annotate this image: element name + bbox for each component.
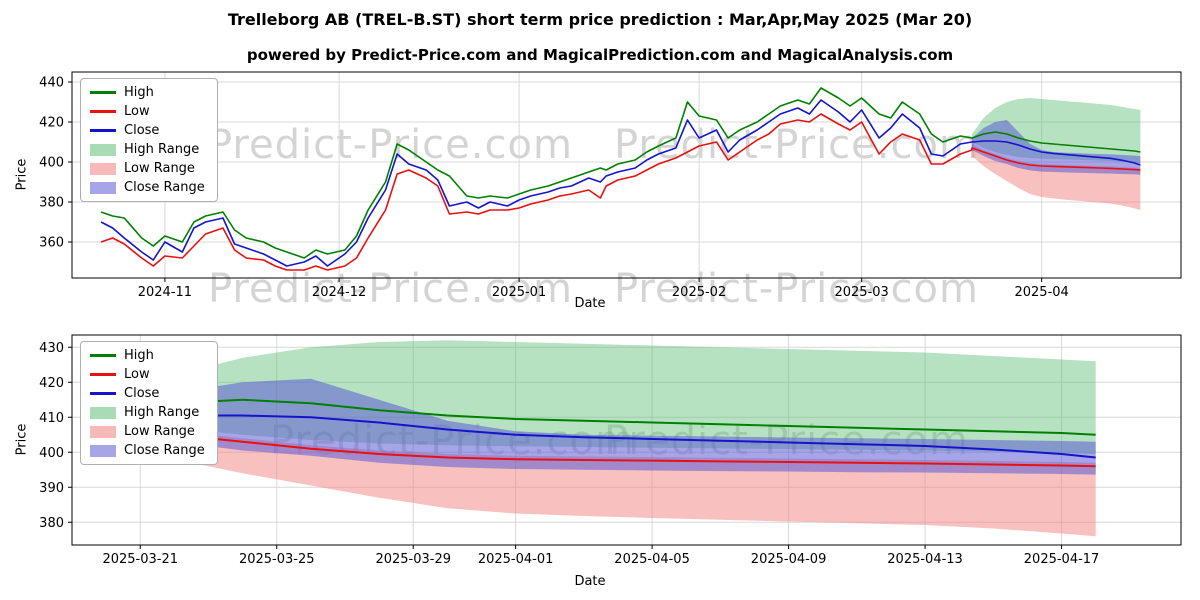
x-tick-label: 2025-04: [1014, 285, 1068, 300]
y-axis-label: Price: [14, 158, 30, 191]
x-tick-label: 2025-04-09: [751, 552, 827, 567]
legend-item-close: Close: [90, 386, 205, 401]
price-history-chart: Price Date 360 380 400 420 440 2024-11 2024-12…: [0, 66, 1200, 316]
legend-line-sample-icon: [90, 110, 116, 113]
legend-patch-sample-icon: [90, 444, 116, 457]
legend-item-low: Low: [90, 367, 205, 382]
x-axis-label: Date: [574, 574, 606, 589]
legend-line-sample-icon: [90, 373, 116, 376]
legend-label: High Range: [124, 405, 200, 420]
legend-label: Close: [124, 386, 160, 401]
close-line: [106, 414, 1096, 459]
close-range-band: [106, 378, 1096, 475]
page-title: Trelleborg AB (TREL-B.ST) short term pri…: [227, 10, 973, 29]
y-tick-label: 440: [39, 76, 64, 91]
x-tick-label: 2025-03-29: [375, 552, 451, 567]
close-line: [100, 99, 1141, 267]
y-tick-label: 400: [39, 156, 64, 171]
y-axis-label: Price: [14, 423, 30, 456]
legend-label: Low: [124, 367, 150, 382]
legend: High Low Close High Range Low Range Close Ran…: [80, 341, 218, 465]
low-line: [106, 426, 1096, 468]
x-tick-label: 2025-02: [672, 285, 726, 300]
history-and-prediction-canvas: 360 380 400 420 440 2024-11 2024-12 2025-01 2025…: [39, 71, 1182, 300]
x-tick-label: 2025-04-17: [1024, 552, 1100, 567]
legend: High Low Close High Range Low Range Close Ran…: [80, 78, 218, 202]
prediction-detail-canvas: 380 390 400 410 420 430 2025-03-21 2025-03-25 20…: [39, 334, 1182, 567]
legend-patch-sample-icon: [90, 425, 116, 438]
legend-label: High: [124, 85, 154, 100]
legend-item-high: High: [90, 348, 205, 363]
legend-patch-sample-icon: [90, 181, 116, 194]
legend-patch-sample-icon: [90, 406, 116, 419]
x-tick-label: 2025-01: [492, 285, 546, 300]
x-tick-label: 2025-04-01: [478, 552, 554, 567]
legend-line-sample-icon: [90, 91, 116, 94]
legend-item-high-range: High Range: [90, 142, 205, 157]
legend-line-sample-icon: [90, 354, 116, 357]
legend-label: High: [124, 348, 154, 363]
x-tick-label: 2025-03: [834, 285, 888, 300]
legend-line-sample-icon: [90, 392, 116, 395]
legend-item-low: Low: [90, 104, 205, 119]
legend-patch-sample-icon: [90, 162, 116, 175]
y-tick-label: 390: [39, 481, 64, 496]
legend-item-close-range: Close Range: [90, 443, 205, 458]
legend-item-high-range: High Range: [90, 405, 205, 420]
y-tick-label: 380: [39, 516, 64, 531]
legend-label: Low Range: [124, 424, 195, 439]
legend-label: Low: [124, 104, 150, 119]
legend-item-close-range: Close Range: [90, 180, 205, 195]
page-subtitle: powered by Predict-Price.com and Magical…: [246, 46, 954, 64]
legend-label: Close: [124, 123, 160, 138]
x-tick-label: 2025-03-25: [239, 552, 315, 567]
x-tick-label: 2025-04-05: [614, 552, 690, 567]
legend-label: Close Range: [124, 180, 205, 195]
y-tick-label: 430: [39, 341, 64, 356]
y-tick-label: 410: [39, 411, 64, 426]
y-tick-label: 420: [39, 116, 64, 131]
y-tick-label: 360: [39, 236, 64, 251]
high-line: [100, 87, 1141, 259]
x-axis-label: Date: [574, 296, 606, 311]
y-tick-label: 400: [39, 446, 64, 461]
legend-item-low-range: Low Range: [90, 161, 205, 176]
y-tick-label: 380: [39, 196, 64, 211]
x-tick-label: 2025-03-21: [102, 552, 178, 567]
x-tick-label: 2025-04-13: [887, 552, 963, 567]
high-line: [106, 398, 1096, 436]
legend-item-high: High: [90, 85, 205, 100]
legend-item-close: Close: [90, 123, 205, 138]
x-tick-label: 2024-11: [138, 285, 192, 300]
low-line: [100, 113, 1141, 271]
legend-label: Low Range: [124, 161, 195, 176]
legend-line-sample-icon: [90, 129, 116, 132]
legend-label: High Range: [124, 142, 200, 157]
legend-patch-sample-icon: [90, 143, 116, 156]
x-tick-label: 2024-12: [312, 285, 366, 300]
plot-border: [71, 71, 1182, 279]
forecast-detail-chart: Price Date 380 390 400 410 420 430 2025-03-21 2…: [0, 326, 1200, 600]
legend-label: Close Range: [124, 443, 205, 458]
plot-border: [71, 334, 1182, 546]
legend-item-low-range: Low Range: [90, 424, 205, 439]
y-tick-label: 420: [39, 376, 64, 391]
